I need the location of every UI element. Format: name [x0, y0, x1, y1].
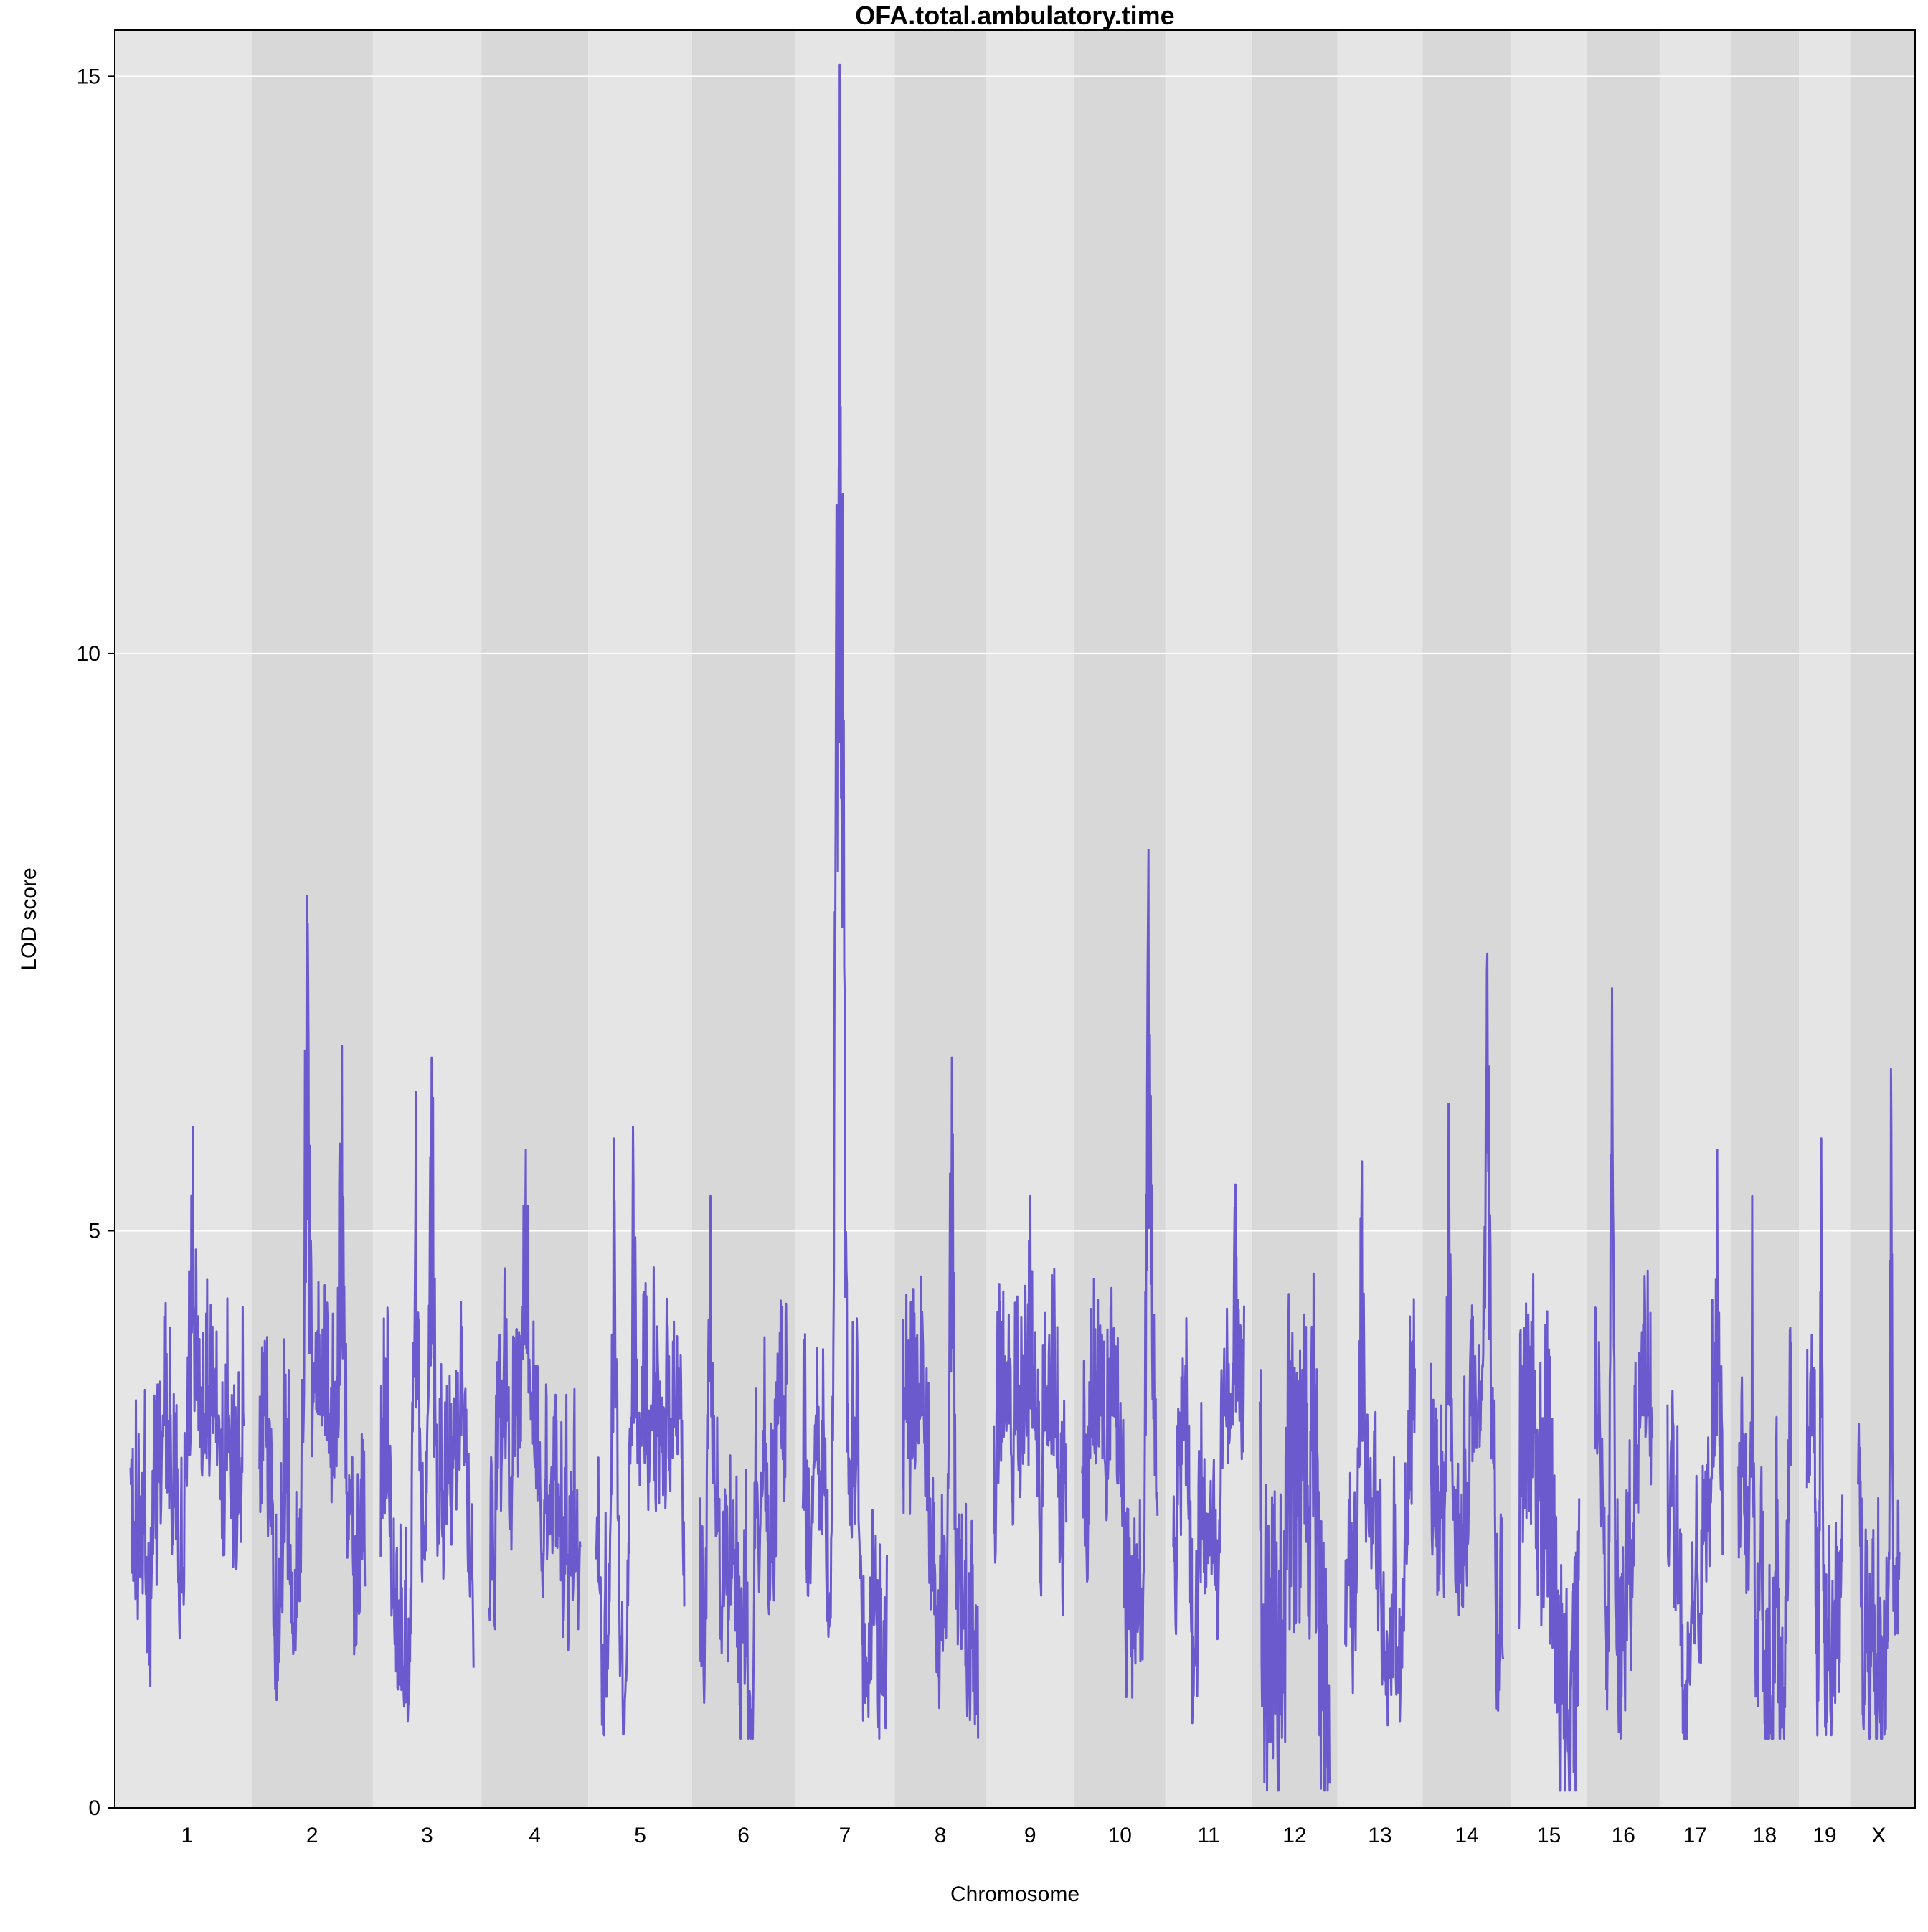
x-tick-label-chr-17: 17 [1683, 1824, 1707, 1847]
y-tick-label-5: 5 [88, 1219, 100, 1243]
y-tick-label-15: 15 [77, 65, 100, 88]
y-tick-label-10: 10 [77, 642, 100, 666]
chromosome-bands [115, 30, 1915, 1808]
x-tick-label-chr-5: 5 [634, 1824, 646, 1847]
x-axis: 1 2 3 4 5 6 7 8 9 10 11 12 13 14 15 16 17 18 19 X [181, 1824, 1886, 1847]
y-axis: 0 5 10 15 [77, 65, 115, 1820]
y-tick-label-0: 0 [88, 1796, 100, 1820]
y-axis-label: LOD score [17, 867, 41, 970]
x-tick-label-chr-3: 3 [421, 1824, 433, 1847]
x-tick-label-chr-15: 15 [1537, 1824, 1561, 1847]
x-tick-label-chr-7: 7 [839, 1824, 851, 1847]
x-tick-label-chr-X: X [1871, 1824, 1886, 1847]
x-tick-label-chr-1: 1 [181, 1824, 193, 1847]
x-tick-label-chr-18: 18 [1753, 1824, 1777, 1847]
x-tick-label-chr-9: 9 [1024, 1824, 1036, 1847]
x-tick-label-chr-6: 6 [737, 1824, 750, 1847]
x-tick-label-chr-2: 2 [306, 1824, 318, 1847]
x-tick-label-chr-4: 4 [529, 1824, 541, 1847]
chart-title: OFA.total.ambulatory.time [855, 1, 1174, 30]
x-tick-label-chr-10: 10 [1108, 1824, 1132, 1847]
x-tick-label-chr-11: 11 [1198, 1824, 1220, 1847]
x-tick-label-chr-16: 16 [1612, 1824, 1635, 1847]
x-tick-label-chr-19: 19 [1813, 1824, 1836, 1847]
band-chr-3 [373, 30, 481, 1808]
x-tick-label-chr-13: 13 [1368, 1824, 1391, 1847]
band-chr-16 [1587, 30, 1660, 1808]
band-chr-5 [588, 30, 692, 1808]
x-tick-label-chr-14: 14 [1455, 1824, 1478, 1847]
x-tick-label-chr-12: 12 [1282, 1824, 1306, 1847]
x-axis-label: Chromosome [950, 1882, 1079, 1906]
x-tick-label-chr-8: 8 [935, 1824, 947, 1847]
